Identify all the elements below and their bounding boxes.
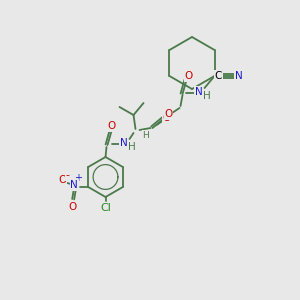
Text: O: O: [58, 175, 66, 185]
Text: H: H: [142, 130, 149, 140]
Text: N: N: [70, 180, 78, 190]
Text: N: N: [235, 71, 242, 81]
Text: -: -: [65, 170, 69, 180]
Text: N: N: [120, 138, 128, 148]
Text: O: O: [68, 202, 76, 212]
Text: O: O: [184, 71, 193, 81]
Text: O: O: [162, 113, 171, 123]
Text: N: N: [195, 87, 203, 97]
Text: Cl: Cl: [100, 203, 111, 213]
Text: +: +: [74, 173, 82, 183]
Text: O: O: [107, 121, 116, 131]
Text: O: O: [164, 109, 172, 119]
Text: H: H: [202, 91, 210, 101]
Text: C: C: [215, 71, 222, 81]
Text: H: H: [128, 142, 135, 152]
